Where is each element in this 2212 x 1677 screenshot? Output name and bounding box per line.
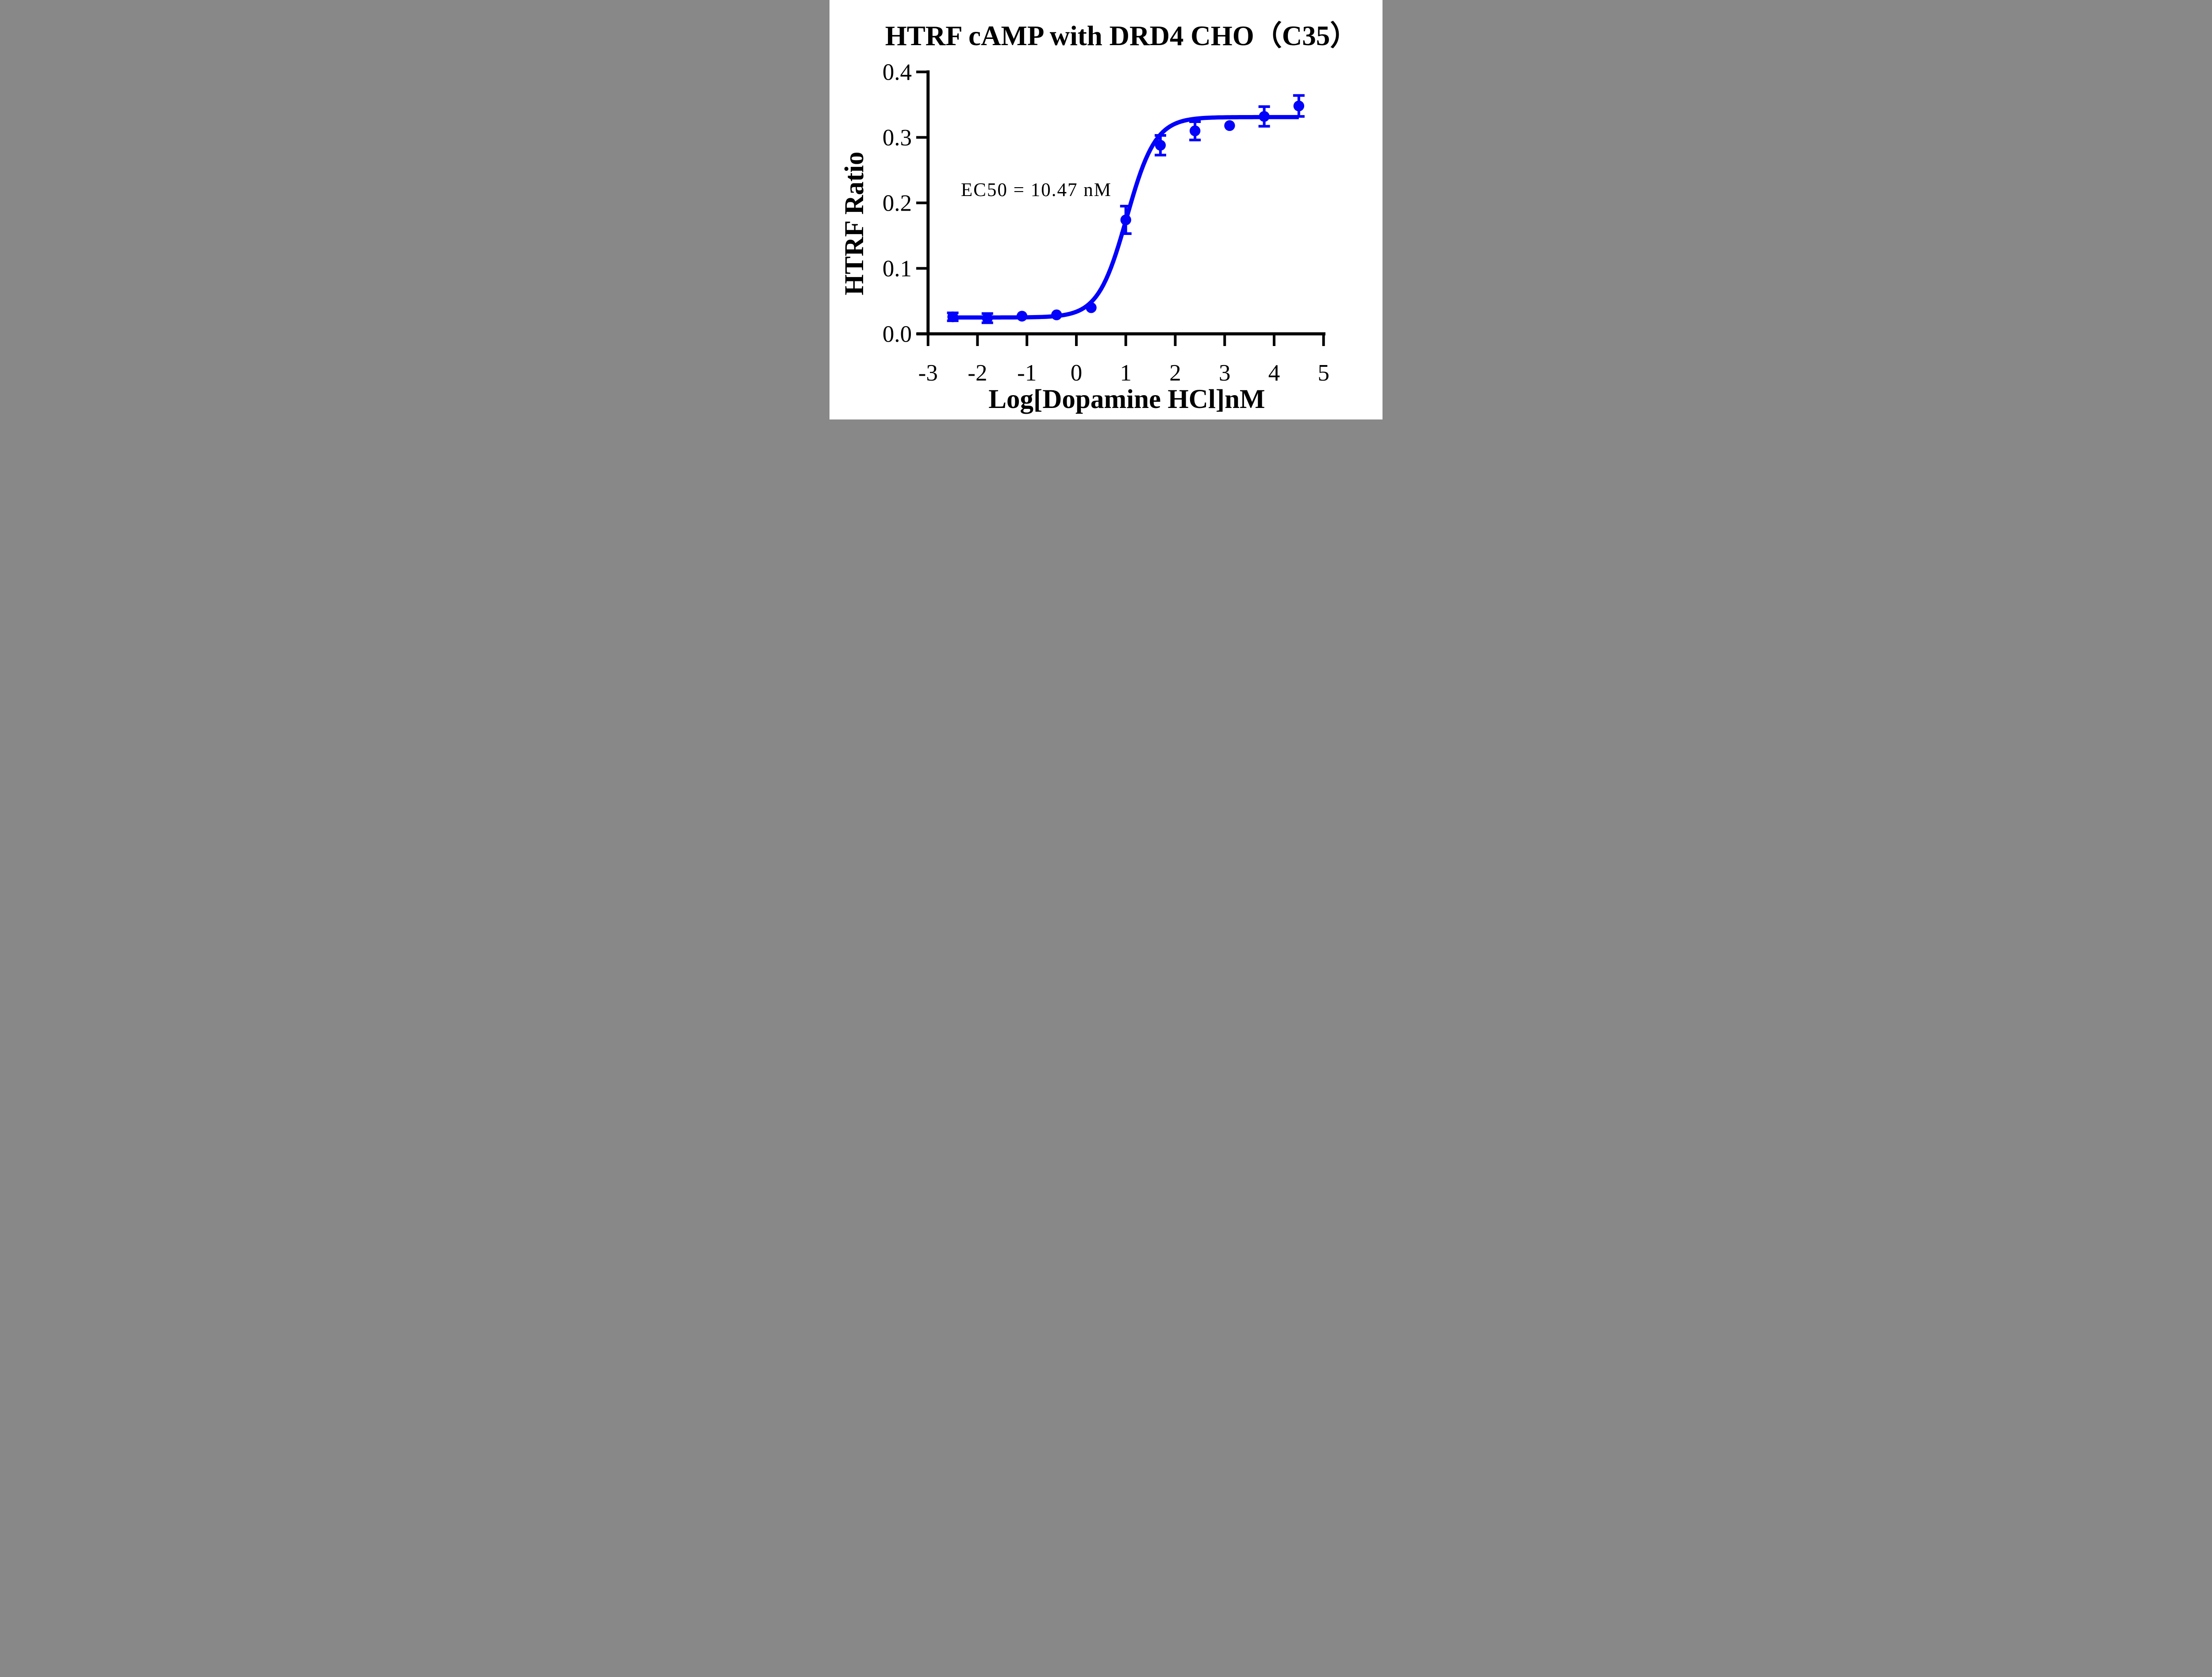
data-point-marker — [947, 311, 958, 323]
data-point-layer — [947, 100, 1305, 324]
x-tick-label: 1 — [1120, 360, 1132, 386]
data-point-marker — [1051, 309, 1062, 320]
x-tick-label: 4 — [1268, 360, 1280, 386]
data-point-marker — [1016, 311, 1028, 322]
data-point-marker — [982, 312, 993, 324]
y-tick-label: 0.0 — [883, 322, 912, 347]
data-point-marker — [1259, 111, 1270, 122]
x-tick-label: 3 — [1219, 360, 1231, 386]
data-point-marker — [1120, 214, 1131, 226]
x-axis-title: Log[Dopamine HCl]nM — [988, 385, 1265, 414]
x-tick-label: 0 — [1071, 360, 1083, 386]
y-tick-label: 0.4 — [883, 60, 912, 85]
dose-response-chart: HTRF cAMP with DRD4 CHO（C35） EC50 = 10.4… — [840, 20, 1358, 414]
axis-tick-layer: 0.0 0.1 0.2 0.3 0.4 -3 -2 -1 0 1 2 3 4 5 — [883, 60, 1329, 386]
chart-title: HTRF cAMP with DRD4 CHO（C35） — [885, 20, 1358, 51]
x-tick-label: 5 — [1318, 360, 1330, 386]
y-tick-label: 0.1 — [883, 256, 912, 282]
ec50-annotation: EC50 = 10.47 nM — [961, 180, 1112, 200]
y-tick-label: 0.3 — [883, 125, 912, 151]
x-tick-label: 2 — [1169, 360, 1181, 386]
x-tick-label: -2 — [968, 360, 987, 386]
x-tick-label: -3 — [918, 360, 938, 386]
data-point-marker — [1086, 302, 1097, 313]
y-tick-label: 0.2 — [883, 191, 912, 216]
error-bar-layer — [947, 94, 1305, 324]
data-point-marker — [1224, 120, 1235, 131]
x-tick-label: -1 — [1017, 360, 1037, 386]
y-axis-title: HTRF Ratio — [840, 152, 869, 296]
data-point-marker — [1155, 140, 1166, 151]
data-point-marker — [1190, 125, 1201, 136]
data-point-marker — [1293, 100, 1305, 112]
figure-canvas: HTRF cAMP with DRD4 CHO（C35） EC50 = 10.4… — [830, 0, 1382, 419]
